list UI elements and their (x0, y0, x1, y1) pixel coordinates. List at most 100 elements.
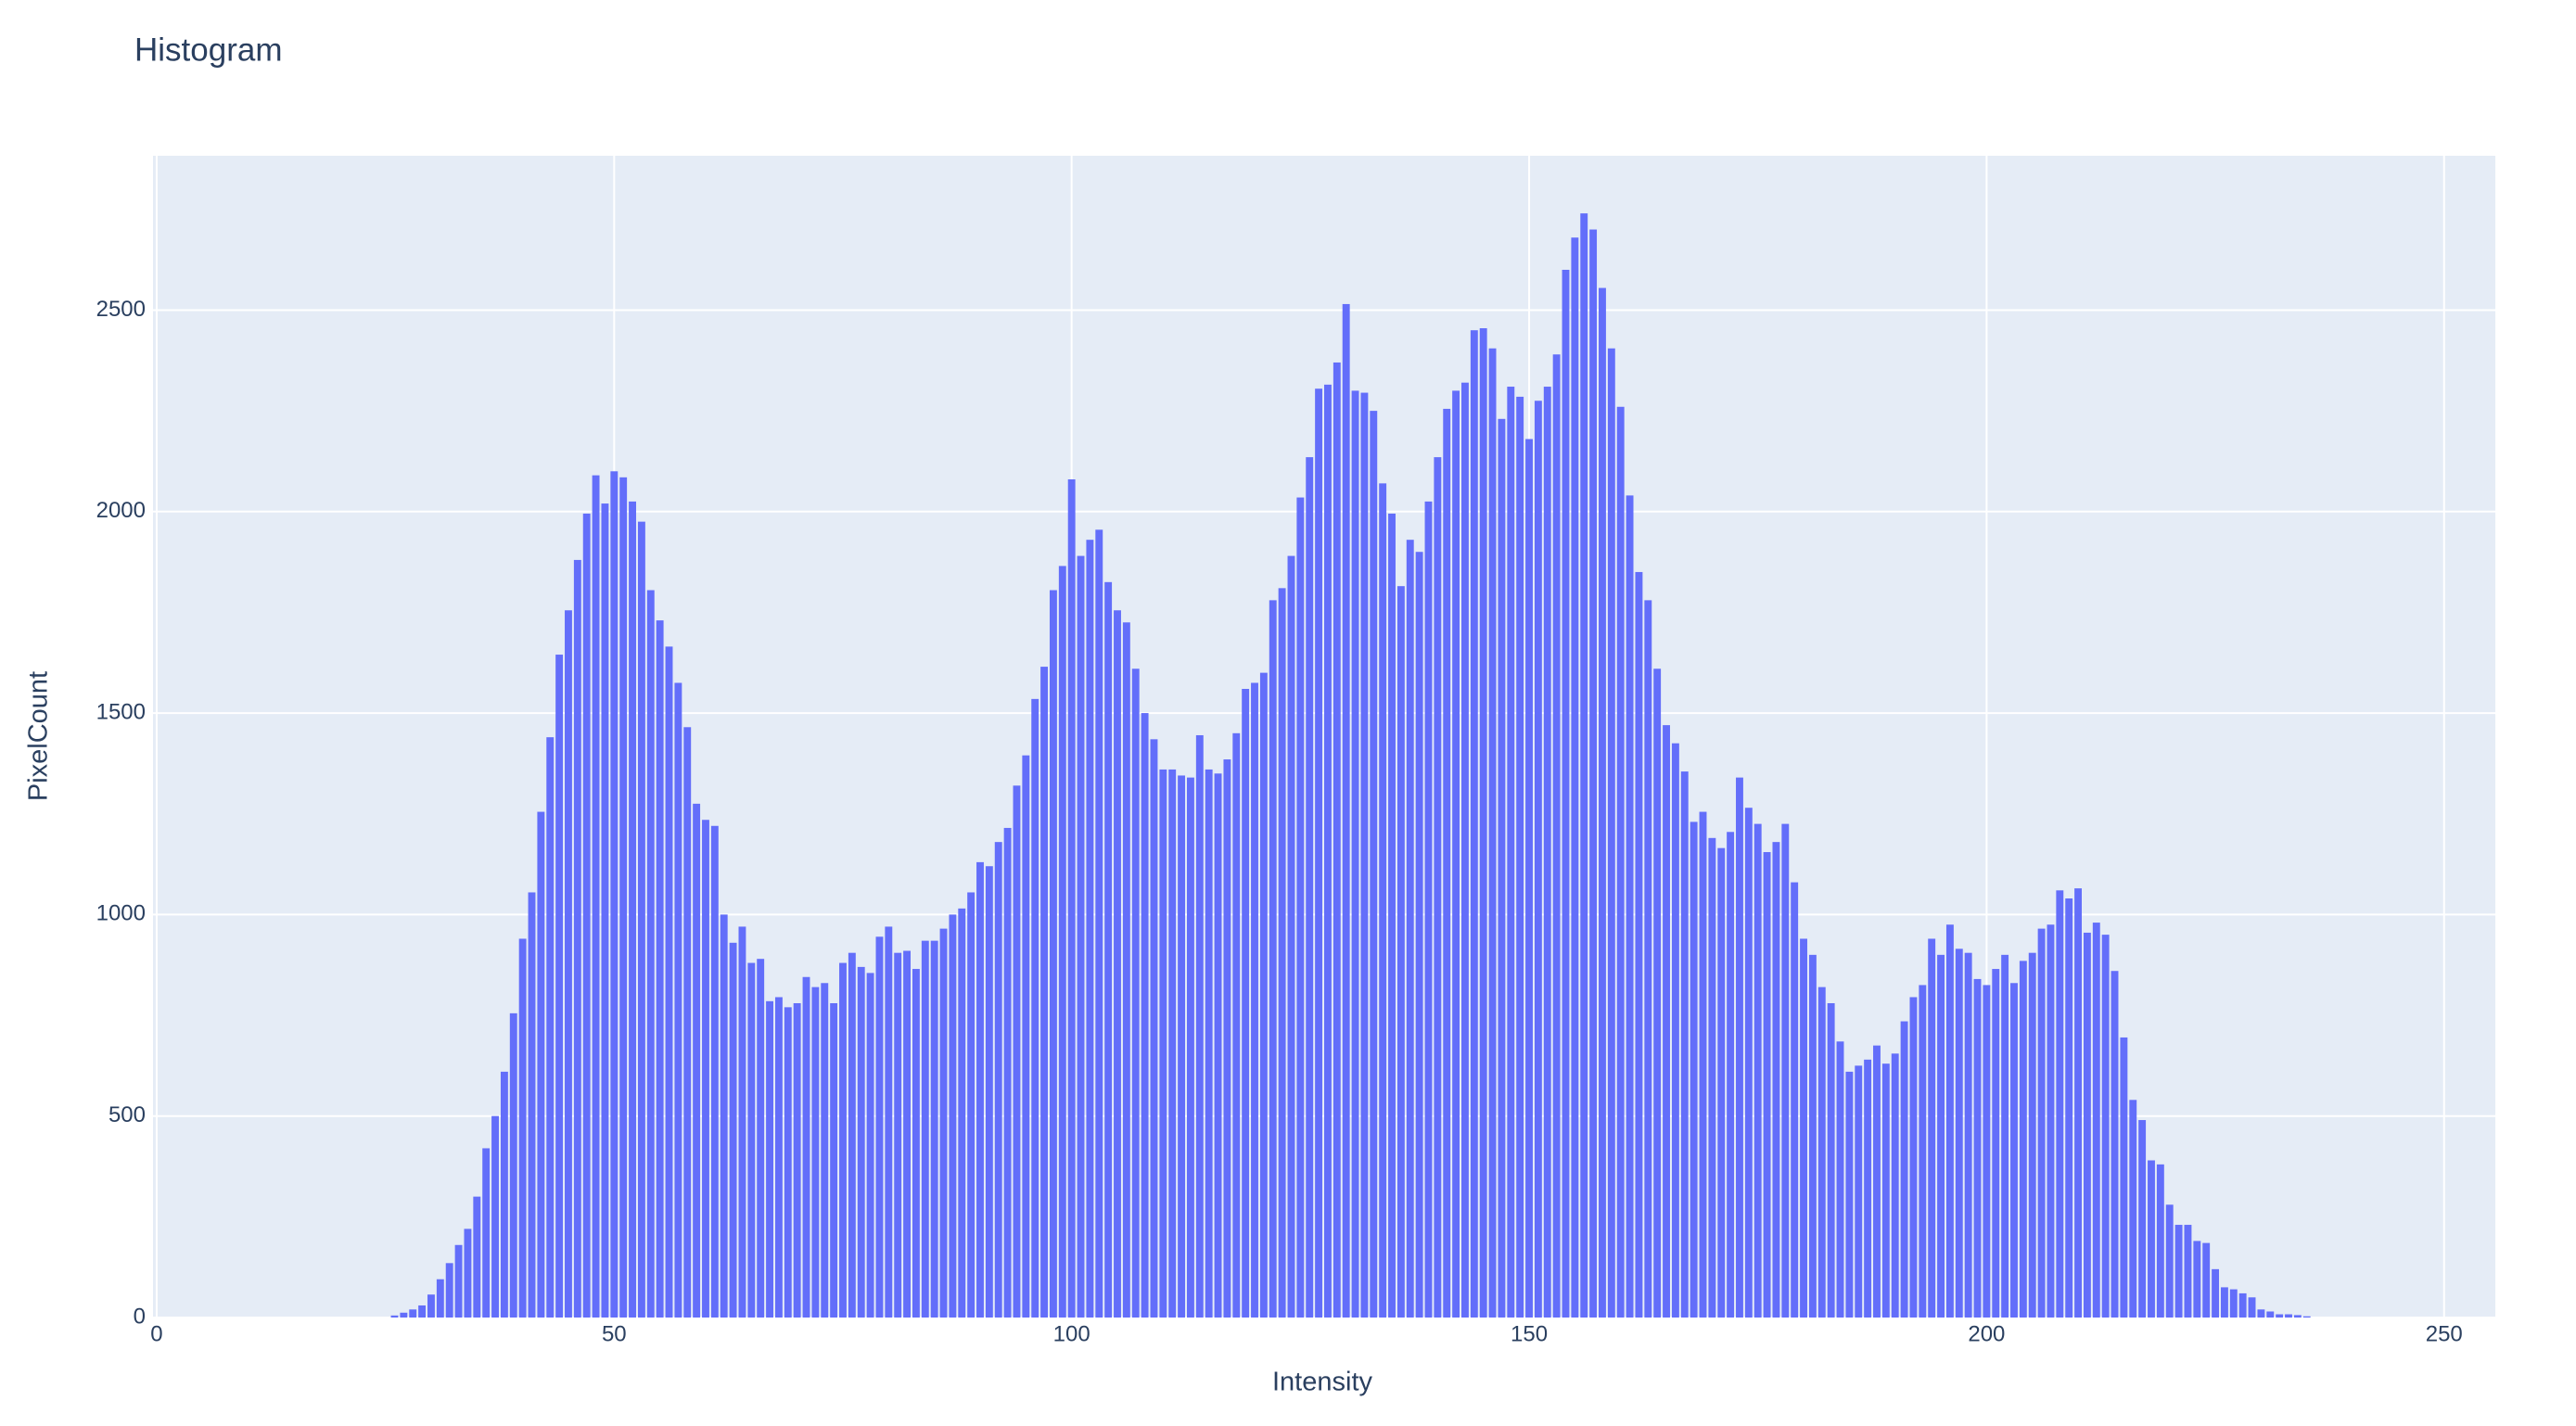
bar (2037, 928, 2046, 1318)
bar (1379, 483, 1387, 1318)
bar (1003, 827, 1012, 1318)
bar (1434, 457, 1442, 1318)
bar (2148, 1160, 2155, 1318)
bar (2019, 961, 2027, 1318)
bar (537, 811, 545, 1318)
x-tick-label: 200 (1968, 1321, 2005, 1346)
bar (1727, 832, 1735, 1318)
bar (1800, 938, 1807, 1318)
bar (1315, 388, 1323, 1318)
bar (400, 1312, 408, 1318)
bar (1223, 759, 1231, 1318)
bar (1296, 497, 1305, 1318)
bar (2302, 1316, 2311, 1318)
bar (848, 952, 856, 1318)
bar (2165, 1204, 2174, 1318)
bar (1983, 985, 1991, 1318)
bar (2184, 1225, 2192, 1318)
bar (1040, 667, 1049, 1318)
bar (1516, 396, 1524, 1318)
bar (729, 942, 737, 1318)
bar (1626, 495, 1634, 1318)
bar (1013, 785, 1021, 1318)
bar (774, 997, 783, 1318)
bar (1525, 439, 1533, 1318)
bar (1104, 581, 1113, 1318)
bar (418, 1305, 427, 1318)
bar (1744, 808, 1753, 1318)
bar (2174, 1225, 2183, 1318)
bar (592, 475, 600, 1318)
bar (1150, 739, 1158, 1318)
bar (857, 966, 865, 1318)
bar (1205, 769, 1213, 1318)
bar (1635, 571, 1643, 1318)
bar (958, 908, 966, 1318)
bar (656, 620, 664, 1318)
bar (930, 940, 938, 1318)
x-tick-label: 150 (1511, 1321, 1548, 1346)
bar (1086, 540, 1094, 1318)
y-tick-label: 2500 (96, 297, 146, 322)
bar (702, 820, 709, 1318)
bar (473, 1196, 481, 1318)
bar (1891, 1053, 1899, 1318)
bar (2193, 1241, 2201, 1318)
bar (2120, 1037, 2128, 1318)
bar (802, 976, 810, 1318)
bar (1022, 755, 1030, 1318)
bar (555, 655, 564, 1318)
bar (720, 914, 728, 1318)
bar (875, 936, 884, 1318)
bar (1287, 555, 1295, 1318)
bar (1141, 713, 1149, 1318)
bar (1131, 668, 1140, 1318)
bar (436, 1279, 444, 1318)
bar (518, 938, 527, 1318)
bar (1342, 303, 1350, 1318)
bar (1580, 213, 1588, 1318)
bar (747, 962, 756, 1318)
chart-title: Histogram (134, 32, 282, 68)
bar (1808, 954, 1817, 1318)
bar (646, 590, 655, 1318)
bar (665, 646, 673, 1318)
bar (2101, 935, 2110, 1318)
bar (1159, 769, 1167, 1318)
bar (1470, 330, 1478, 1318)
bar (1232, 732, 1241, 1318)
bar (1214, 773, 1222, 1318)
bar (1095, 529, 1103, 1318)
bar (1663, 725, 1670, 1318)
bar (2266, 1311, 2275, 1318)
bar (1955, 949, 1963, 1318)
bar (1671, 743, 1679, 1318)
bar (2285, 1314, 2292, 1318)
bar (482, 1148, 491, 1318)
bar (1763, 852, 1771, 1318)
bar (766, 1000, 773, 1318)
bar (2229, 1289, 2238, 1318)
bar (1178, 775, 1186, 1318)
bar (1928, 938, 1936, 1318)
bar (1873, 1045, 1881, 1318)
bar (1370, 411, 1378, 1318)
bar (1507, 387, 1515, 1318)
bar (1324, 384, 1332, 1318)
bar (1333, 362, 1341, 1318)
bar (1461, 382, 1469, 1318)
bar (994, 842, 1002, 1318)
bar (710, 825, 719, 1318)
y-tick-label: 1500 (96, 699, 146, 724)
bar (1845, 1071, 1854, 1318)
bar (976, 861, 984, 1318)
bar (2248, 1297, 2256, 1318)
x-tick-label: 50 (602, 1321, 627, 1346)
bar (738, 926, 746, 1318)
bar (2001, 954, 2009, 1318)
bar (830, 1002, 838, 1318)
bar (1973, 978, 1982, 1318)
bar (1306, 457, 1314, 1318)
bar (629, 501, 636, 1318)
